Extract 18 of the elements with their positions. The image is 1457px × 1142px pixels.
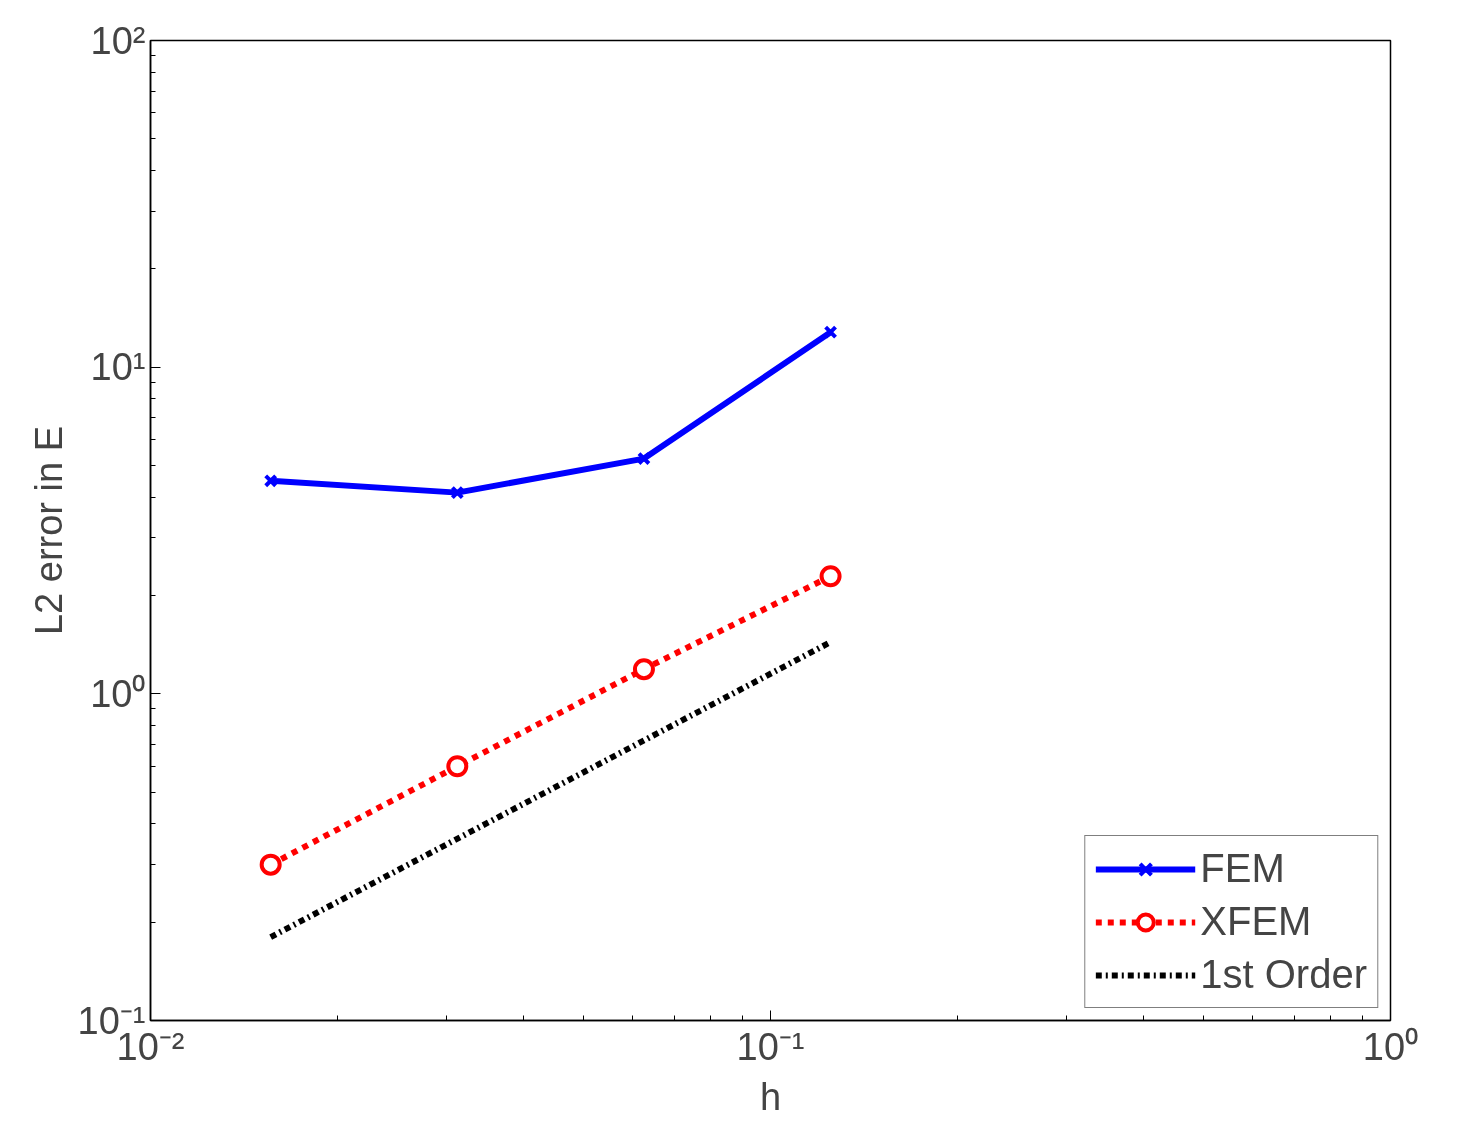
x-axis-title: h (759, 1075, 782, 1118)
point (637, 451, 651, 466)
y-axis-title: L2 error in E (27, 425, 70, 636)
legend-label: XFEM (1200, 899, 1312, 944)
point (632, 658, 655, 681)
point (819, 565, 842, 588)
legend-label: 1st Order (1200, 952, 1367, 997)
y-tick-label: 10² (90, 19, 146, 62)
y-tick-label: 10¹ (90, 346, 146, 389)
point (259, 853, 282, 876)
y-tick-label: 10⁰ (90, 672, 146, 715)
x-tick-label: 10⁻¹ (736, 1025, 805, 1068)
x-tick-label: 10⁰ (1362, 1025, 1419, 1068)
point (823, 325, 838, 340)
legend-label: FEM (1200, 846, 1285, 891)
point (263, 473, 278, 488)
point (446, 755, 469, 778)
point (450, 485, 465, 500)
